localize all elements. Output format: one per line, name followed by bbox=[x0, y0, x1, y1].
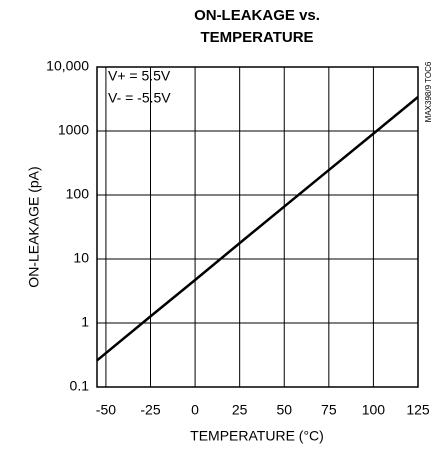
y-axis-label: ON-LEAKAGE (pA) bbox=[26, 166, 42, 287]
annotation: V- = -5.5V bbox=[108, 90, 171, 106]
chart-title: TEMPERATURE bbox=[200, 29, 313, 46]
x-tick-label: 125 bbox=[406, 402, 430, 418]
x-axis-label: TEMPERATURE (°C) bbox=[190, 428, 324, 444]
x-tick-label: 0 bbox=[191, 402, 199, 418]
x-tick-label: 100 bbox=[362, 402, 386, 418]
x-tick-label: 25 bbox=[232, 402, 248, 418]
y-tick-label: 1000 bbox=[58, 122, 89, 138]
x-tick-label: 75 bbox=[321, 402, 337, 418]
side-note: MAX398/9 TOC6 bbox=[424, 61, 433, 122]
y-tick-label: 10,000 bbox=[46, 58, 89, 74]
annotation: V+ = 5.5V bbox=[108, 68, 171, 84]
y-tick-label: 10 bbox=[73, 250, 89, 266]
y-tick-label: 0.1 bbox=[70, 378, 90, 394]
y-tick-label: 1 bbox=[81, 314, 89, 330]
data-line bbox=[96, 96, 419, 362]
y-tick-label: 100 bbox=[66, 186, 90, 202]
plot-frame bbox=[96, 66, 419, 388]
x-tick-label: -50 bbox=[96, 402, 116, 418]
x-tick-label: 50 bbox=[276, 402, 292, 418]
chart-title: ON-LEAKAGE vs. bbox=[194, 7, 320, 24]
x-tick-label: -25 bbox=[140, 402, 160, 418]
